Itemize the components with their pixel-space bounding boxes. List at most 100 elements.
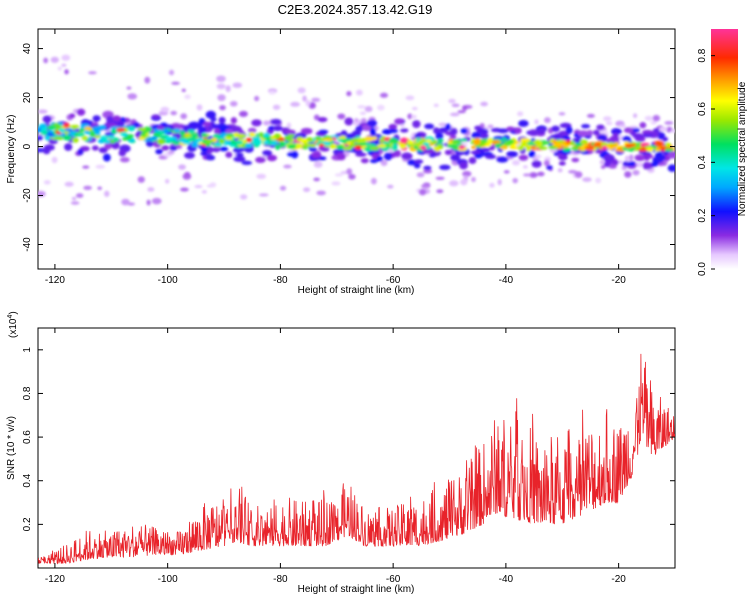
heatmap-cell: [420, 184, 431, 189]
heatmap-cell: [38, 190, 46, 198]
heatmap-cell: [319, 146, 330, 152]
heatmap-cell: [270, 118, 282, 125]
spectrogram-y-tick-label: 40: [22, 43, 33, 55]
heatmap-cell: [340, 135, 347, 140]
heatmap-cell: [218, 116, 226, 124]
heatmap-cell: [184, 171, 191, 178]
heatmap-cell: [291, 150, 299, 159]
heatmap-cell: [263, 132, 270, 138]
heatmap-cell: [272, 125, 283, 132]
heatmap-cell: [369, 146, 380, 151]
heatmap-cell: [77, 132, 85, 137]
heatmap-cell: [451, 103, 460, 108]
heatmap-cell: [137, 127, 146, 132]
heatmap-cell: [376, 144, 387, 148]
heatmap-cell: [484, 154, 497, 160]
heatmap-cell: [444, 149, 453, 156]
heatmap-cell: [460, 178, 468, 186]
colorbar-tick-label: 0.4: [697, 155, 708, 169]
heatmap-cell: [654, 152, 664, 159]
snr-x-tick-label: -20: [611, 574, 626, 585]
heatmap-cell: [418, 139, 424, 144]
heatmap-cell: [632, 127, 640, 133]
spectrogram-x-tick-label: -100: [158, 275, 178, 286]
heatmap-cell: [230, 125, 242, 132]
heatmap-cell: [323, 138, 333, 142]
heatmap-cell: [120, 131, 128, 137]
heatmap-cell: [388, 123, 398, 130]
heatmap-cell: [186, 137, 196, 142]
heatmap-cell: [318, 129, 329, 134]
heatmap-cell: [270, 135, 277, 141]
heatmap-cell: [161, 145, 170, 151]
colorbar-tick-label: 0.8: [697, 48, 708, 62]
heatmap-cell: [480, 101, 488, 107]
heatmap-cell: [258, 132, 264, 138]
heatmap-cell: [433, 127, 440, 135]
heatmap-cell: [400, 137, 409, 143]
heatmap-cell: [104, 141, 112, 150]
heatmap-cell: [40, 129, 49, 136]
heatmap-cell: [217, 94, 226, 102]
heatmap-cell: [164, 136, 175, 141]
heatmap-cell: [462, 105, 468, 111]
heatmap-cell: [551, 125, 560, 132]
heatmap-cell: [494, 143, 503, 148]
spectrogram-y-tick-label: 0: [22, 143, 33, 149]
heatmap-cell: [241, 160, 253, 165]
heatmap-cell: [160, 106, 170, 113]
heatmap-cell: [63, 122, 70, 128]
heatmap-cell: [537, 171, 545, 177]
heatmap-cell: [334, 173, 344, 177]
heatmap-cell: [76, 108, 86, 116]
heatmap-cell: [644, 115, 654, 121]
heatmap-cell: [433, 103, 439, 107]
heatmap-cell: [414, 133, 422, 139]
heatmap-cell: [216, 83, 226, 90]
heatmap-cell: [232, 82, 243, 88]
heatmap-cell: [61, 54, 71, 61]
heatmap-cell: [106, 135, 115, 139]
heatmap-cell: [518, 119, 529, 127]
heatmap-cell: [413, 142, 421, 147]
heatmap-cell: [157, 139, 164, 145]
heatmap-cell: [180, 131, 186, 136]
heatmap-cell: [369, 158, 378, 164]
heatmap-cell: [391, 143, 398, 150]
heatmap-cell: [383, 152, 393, 161]
heatmap-cell: [351, 130, 361, 138]
heatmap-cell: [534, 119, 539, 125]
heatmap-cell: [381, 146, 390, 151]
heatmap-cell: [640, 142, 650, 147]
heatmap-cell: [274, 144, 281, 150]
heatmap-cell: [558, 112, 566, 116]
heatmap-cell: [380, 159, 388, 167]
heatmap-cell: [44, 135, 51, 141]
heatmap-cell: [127, 93, 138, 100]
heatmap-cell: [187, 129, 195, 134]
heatmap-cell: [151, 114, 161, 119]
heatmap-cell: [610, 128, 622, 135]
heatmap-cell: [269, 141, 278, 146]
heatmap-cell: [216, 75, 226, 83]
heatmap-cell: [346, 91, 352, 97]
heatmap-cell: [407, 140, 414, 145]
heatmap-cell: [527, 129, 540, 137]
snr-multiplier: (x104): [7, 311, 19, 338]
heatmap-cell: [399, 143, 406, 149]
heatmap-cell: [43, 180, 51, 185]
heatmap-cell: [538, 128, 546, 134]
heatmap-cell: [97, 186, 103, 190]
heatmap-cell: [75, 193, 84, 198]
heatmap-cell: [272, 104, 281, 110]
heatmap-cell: [652, 160, 659, 167]
heatmap-cell: [512, 178, 519, 184]
heatmap-cell: [489, 182, 495, 188]
heatmap-cell: [359, 111, 367, 116]
heatmap-cell: [209, 182, 217, 188]
heatmap-cell: [263, 140, 270, 145]
heatmap-cell: [191, 133, 199, 138]
heatmap-cell: [111, 141, 120, 150]
heatmap-cell: [77, 148, 84, 156]
heatmap-cell: [451, 139, 462, 144]
